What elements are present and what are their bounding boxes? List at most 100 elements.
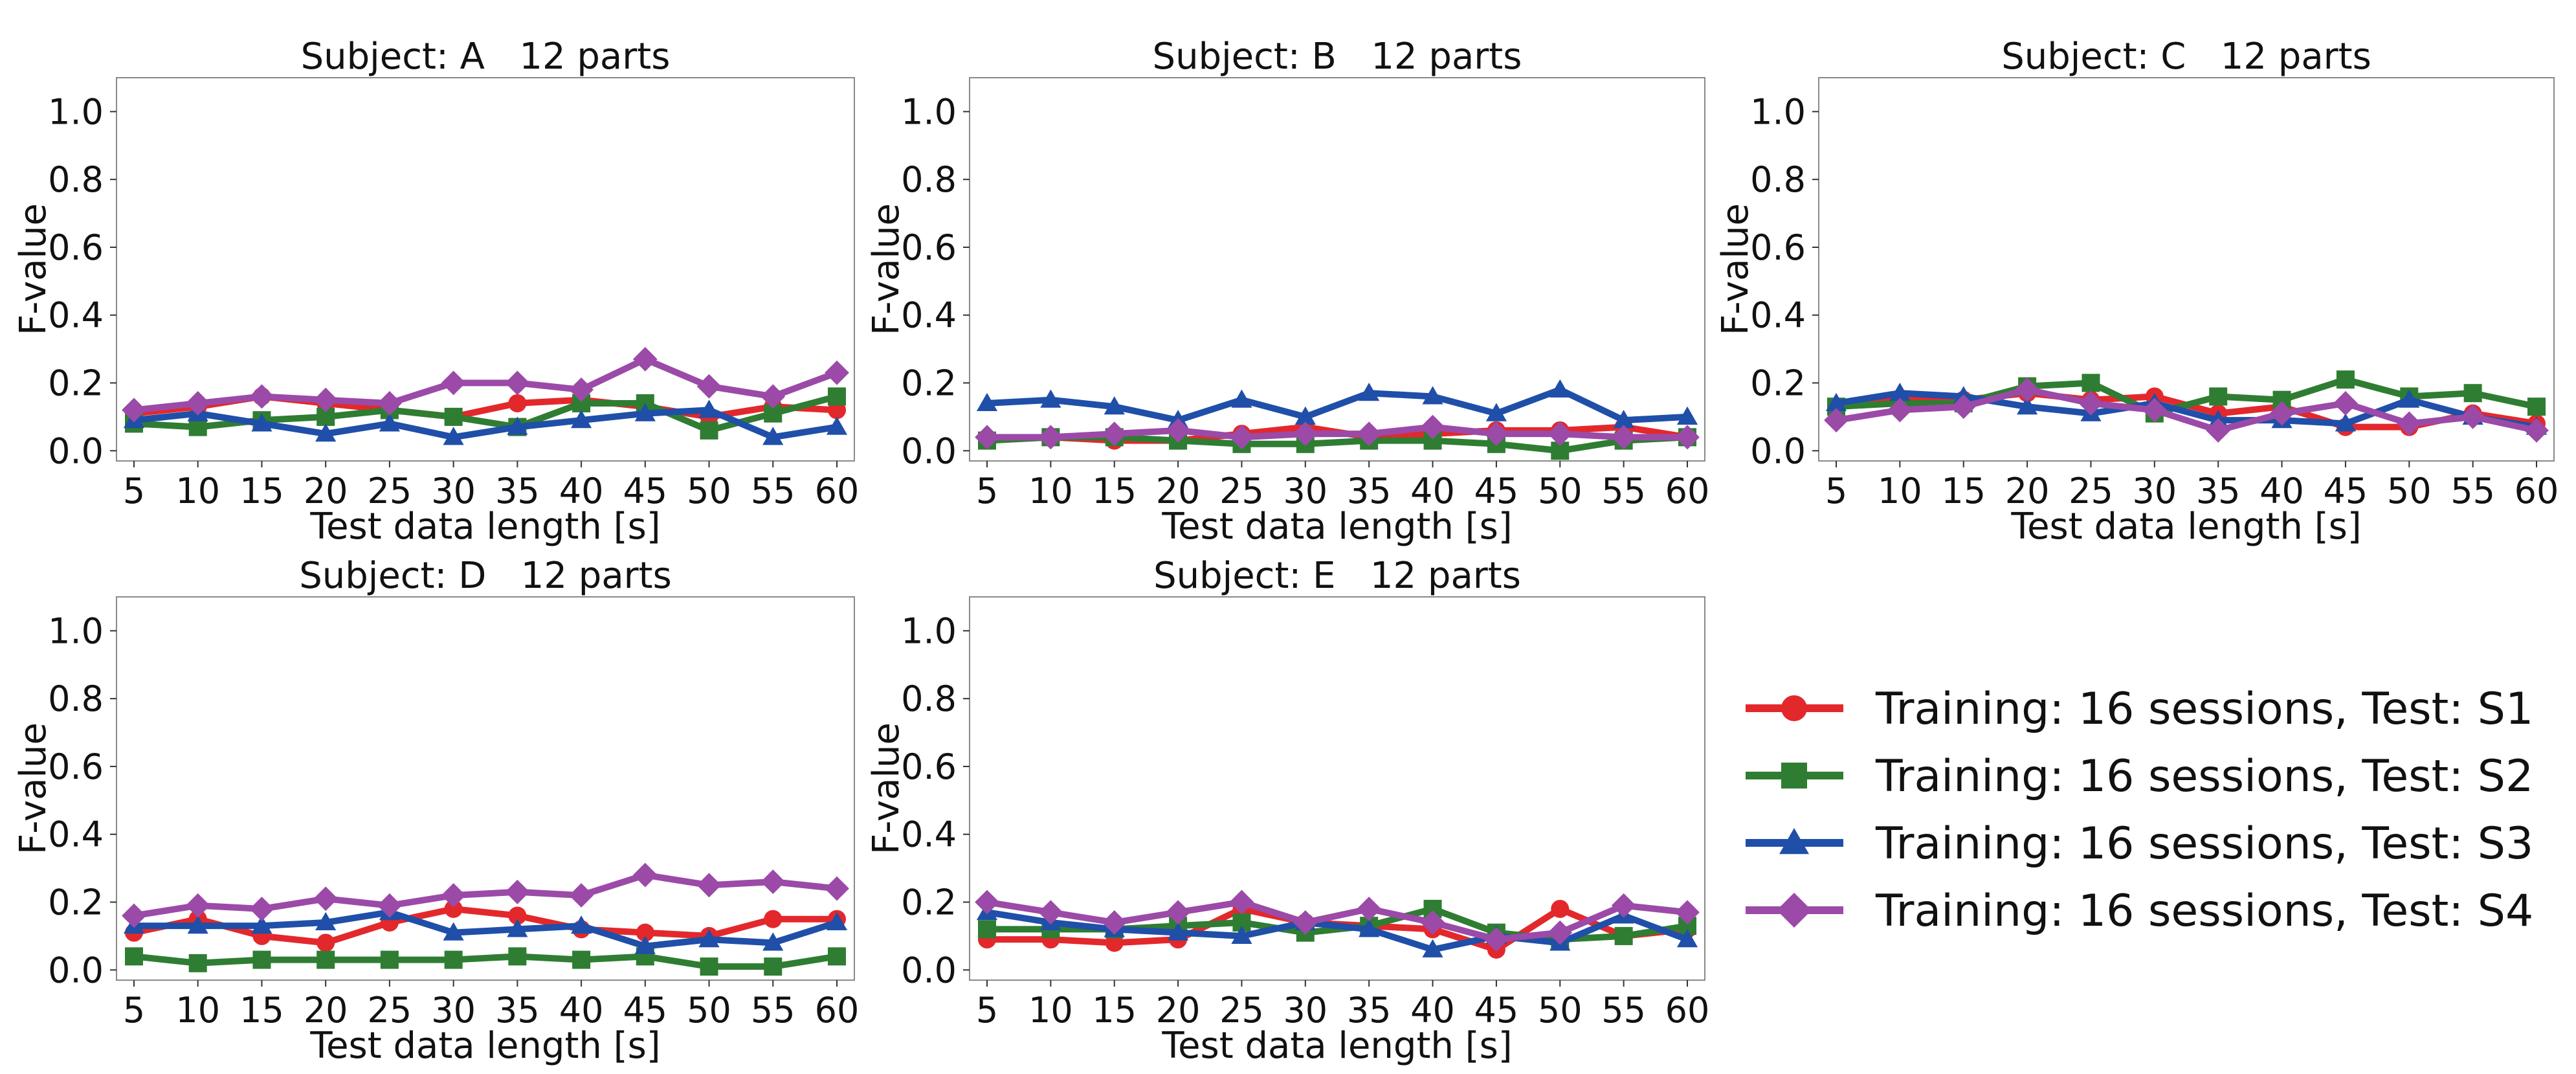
data-point bbox=[508, 906, 527, 925]
data-point bbox=[1422, 386, 1443, 405]
data-point bbox=[505, 370, 530, 396]
x-tick-label: 5 bbox=[123, 990, 145, 1031]
data-point bbox=[441, 370, 466, 396]
data-point bbox=[1611, 893, 1636, 918]
x-tick-label: 30 bbox=[1283, 471, 1327, 511]
data-point bbox=[508, 394, 527, 412]
data-point bbox=[636, 923, 654, 942]
x-tick-label: 35 bbox=[495, 990, 540, 1031]
data-point bbox=[828, 947, 846, 966]
data-point bbox=[1294, 406, 1316, 425]
data-point bbox=[185, 893, 210, 918]
x-tick-label: 40 bbox=[2260, 471, 2304, 511]
data-point bbox=[2078, 391, 2104, 416]
legend-marker bbox=[1781, 763, 1807, 789]
y-tick-label: 1.0 bbox=[1750, 91, 1806, 132]
data-point bbox=[2524, 418, 2549, 443]
y-tick-label: 1.0 bbox=[48, 91, 104, 132]
data-point bbox=[569, 883, 594, 908]
data-point bbox=[1357, 897, 1382, 921]
x-tick-label: 55 bbox=[751, 471, 795, 511]
legend-item-s2: Training: 16 sessions, Test: S2 bbox=[1746, 751, 2533, 802]
y-tick-label: 0.6 bbox=[1750, 227, 1806, 268]
x-tick-label: 45 bbox=[2324, 471, 2368, 511]
data-point bbox=[764, 910, 783, 928]
x-tick-label: 45 bbox=[623, 990, 667, 1031]
subplot-4: Subject: D 12 parts 0.0 0.2 0.4 0.6 0.8 1.0 5 10… bbox=[12, 555, 859, 1067]
series-s4 bbox=[122, 346, 849, 423]
data-point bbox=[1420, 910, 1445, 935]
subplot-1: Subject: A 12 parts 0.0 0.2 0.4 0.6 0.8 1.0 5 10… bbox=[12, 36, 859, 548]
data-point bbox=[1549, 379, 1571, 398]
x-tick-label: 55 bbox=[1601, 471, 1646, 511]
plot-frame bbox=[969, 77, 1705, 462]
series-line bbox=[133, 953, 838, 970]
data-point bbox=[444, 950, 463, 969]
x-tick-label: 10 bbox=[1028, 471, 1073, 511]
series-s2 bbox=[125, 947, 846, 976]
x-tick-label: 5 bbox=[123, 471, 145, 511]
series-line bbox=[133, 905, 837, 946]
data-point bbox=[377, 391, 402, 416]
x-tick-label: 15 bbox=[239, 990, 284, 1031]
x-tick-label: 35 bbox=[1347, 990, 1392, 1031]
y-tick-label: 0.8 bbox=[901, 159, 957, 200]
data-point bbox=[1102, 910, 1127, 935]
x-tick-label: 40 bbox=[1410, 990, 1455, 1031]
series-s4 bbox=[122, 862, 849, 928]
data-point bbox=[698, 399, 720, 418]
data-point bbox=[1231, 389, 1252, 408]
data-point bbox=[762, 932, 784, 951]
data-point bbox=[761, 384, 786, 409]
series-s3 bbox=[123, 399, 848, 445]
data-point bbox=[185, 391, 210, 416]
x-tick-label: 60 bbox=[2515, 471, 2559, 511]
data-point bbox=[188, 954, 207, 972]
legend-label: Training: 16 sessions, Test: S3 bbox=[1875, 818, 2533, 869]
legend: Training: 16 sessions, Test: S1 Training:… bbox=[1746, 684, 2533, 937]
y-tick-label: 1.0 bbox=[901, 91, 957, 132]
data-point bbox=[2333, 391, 2358, 416]
data-point bbox=[1613, 410, 1634, 429]
data-point bbox=[569, 377, 594, 402]
data-point bbox=[508, 947, 527, 966]
series-s4 bbox=[975, 889, 1700, 952]
data-point bbox=[443, 922, 464, 941]
data-point bbox=[975, 425, 999, 450]
data-point bbox=[570, 915, 592, 934]
x-tick-label: 40 bbox=[559, 990, 604, 1031]
x-tick-label: 25 bbox=[1219, 471, 1264, 511]
x-tick-label: 5 bbox=[976, 471, 998, 511]
data-point bbox=[2336, 370, 2355, 389]
data-point bbox=[2460, 404, 2485, 429]
x-tick-label: 30 bbox=[431, 471, 476, 511]
x-tick-label: 50 bbox=[687, 471, 731, 511]
x-tick-label: 10 bbox=[175, 990, 220, 1031]
data-point bbox=[507, 416, 528, 435]
y-tick-label: 0.8 bbox=[48, 159, 104, 200]
x-tick-label: 25 bbox=[368, 471, 412, 511]
data-point bbox=[1357, 421, 1382, 446]
x-axis-label: Test data length [s] bbox=[1161, 1025, 1512, 1067]
data-point bbox=[1951, 394, 1976, 420]
x-tick-label: 5 bbox=[1825, 471, 1847, 511]
series-line bbox=[986, 899, 1688, 943]
x-tick-label: 10 bbox=[175, 471, 220, 511]
data-point bbox=[2397, 411, 2422, 436]
data-point bbox=[2082, 374, 2100, 392]
y-tick-label: 0.6 bbox=[901, 227, 957, 268]
data-point bbox=[1675, 425, 1700, 450]
data-point bbox=[1166, 900, 1190, 925]
y-tick-label: 0.2 bbox=[48, 363, 104, 404]
data-point bbox=[1231, 925, 1252, 944]
series-line bbox=[134, 909, 838, 950]
x-tick-label: 20 bbox=[2005, 471, 2050, 511]
data-point bbox=[1889, 383, 1911, 401]
series-line bbox=[1836, 390, 2537, 431]
data-point bbox=[187, 915, 208, 934]
data-point bbox=[122, 903, 146, 928]
data-point bbox=[316, 934, 335, 952]
data-point bbox=[825, 360, 849, 385]
x-tick-label: 20 bbox=[304, 471, 348, 511]
data-point bbox=[1293, 910, 1318, 935]
